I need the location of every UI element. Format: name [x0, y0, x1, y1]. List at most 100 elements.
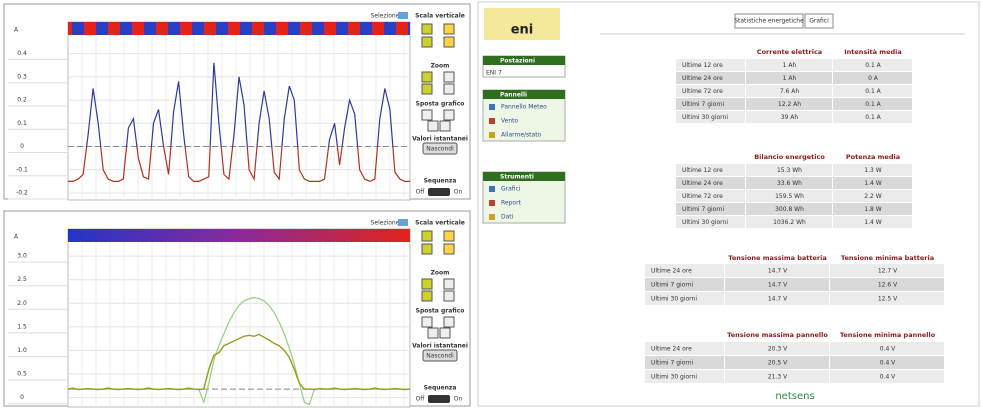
control-button[interactable] — [421, 23, 433, 35]
table-text: Ultimi 7 giorni — [682, 101, 725, 108]
table-cell — [830, 370, 944, 383]
table-cell — [833, 72, 912, 84]
table-cell — [833, 98, 912, 110]
table-text: 1036.2 Wh — [773, 219, 806, 226]
control-button[interactable] — [421, 243, 433, 255]
sidebar-item[interactable]: Allarme/stato — [501, 132, 542, 139]
sidebar-item[interactable]: Grafici — [501, 186, 521, 193]
control-button[interactable] — [443, 23, 455, 35]
control-button[interactable] — [421, 36, 433, 48]
selection-icon[interactable] — [398, 12, 408, 19]
tab[interactable] — [734, 13, 804, 29]
table-cell — [645, 370, 724, 383]
table-text: 7.6 Ah — [780, 88, 800, 95]
toggle[interactable] — [428, 188, 450, 196]
table-text: Ultime 24 ore — [682, 180, 723, 187]
control-button[interactable] — [439, 327, 451, 339]
table-cell — [833, 85, 912, 97]
table-text: Ultimi 30 giorni — [651, 374, 697, 381]
instant-label: Valori istantanei — [412, 136, 468, 143]
hide-button[interactable] — [422, 142, 458, 155]
table-text: Ultimi 7 giorni — [682, 206, 725, 213]
toggle[interactable] — [428, 395, 450, 403]
control-button[interactable] — [443, 36, 455, 48]
control-button[interactable] — [421, 71, 433, 83]
table-text: 15.3 Wh — [777, 167, 802, 174]
item-icon — [489, 118, 495, 124]
table-text: Ultimi 30 giorni — [682, 219, 728, 226]
table-header: Potenza media — [846, 153, 900, 161]
table-cell — [746, 98, 832, 110]
table-header: Tensione massima batteria — [728, 254, 827, 262]
table-text: 12.5 V — [878, 296, 898, 303]
table-cell — [645, 356, 724, 369]
table-header: Corrente elettrica — [757, 48, 822, 56]
table-text: 2.2 W — [864, 193, 881, 200]
sidebar-item[interactable]: Dati — [501, 214, 514, 221]
control-button[interactable] — [427, 120, 439, 132]
off-label: Off — [416, 189, 426, 196]
tab[interactable] — [804, 13, 834, 29]
hide-button[interactable] — [422, 349, 458, 362]
sidebar-item[interactable]: Report — [501, 200, 522, 207]
table-header: Tensione minima pannello — [840, 331, 936, 339]
table-text: 1.4 W — [864, 180, 881, 187]
control-button[interactable] — [421, 109, 433, 121]
table-cell — [645, 292, 724, 305]
vertical_scale-label: Scala verticale — [415, 220, 465, 227]
control-button[interactable] — [421, 278, 433, 290]
table-cell — [645, 264, 724, 277]
control-button[interactable] — [443, 316, 455, 328]
hide-text: Nascondi — [426, 353, 454, 360]
control-button[interactable] — [443, 290, 455, 302]
table-text: 39 Ah — [781, 114, 799, 121]
table-cell — [676, 164, 745, 176]
logo-box — [484, 8, 560, 40]
control-button[interactable] — [421, 230, 433, 242]
vertical_scale-label: Scala verticale — [415, 13, 465, 20]
table-text: 1.3 W — [864, 167, 881, 174]
table-cell — [676, 98, 745, 110]
zoom-label: Zoom — [431, 270, 450, 277]
item-icon — [489, 186, 495, 192]
item-icon — [489, 132, 495, 138]
control-button[interactable] — [443, 278, 455, 290]
control-button[interactable] — [439, 120, 451, 132]
table-text: 0.1 A — [865, 101, 881, 108]
table-text: 0.4 V — [880, 360, 896, 367]
table-cell — [746, 72, 832, 84]
item-icon — [489, 200, 495, 206]
axis-unit: A — [14, 234, 19, 241]
move-label: Sposta grafico — [416, 101, 465, 108]
sidebar-item[interactable]: Pannello Meteo — [501, 104, 547, 111]
table-text: 20.3 V — [768, 346, 788, 353]
y-tick-label: 0.4 — [17, 50, 27, 57]
zoom-label: Zoom — [431, 63, 450, 70]
table-text: Ultime 24 ore — [682, 75, 723, 82]
sidebar-item[interactable]: Vento — [501, 118, 518, 125]
sidebar-title: Postazioni — [500, 58, 535, 65]
control-button[interactable] — [443, 83, 455, 95]
move-label: Sposta grafico — [416, 308, 465, 315]
control-button[interactable] — [443, 71, 455, 83]
control-button[interactable] — [421, 316, 433, 328]
color-bar — [68, 22, 410, 35]
sidebar-title: Pannelli — [500, 92, 527, 99]
table-text: 0.1 A — [865, 114, 881, 121]
table-header: Bilancio energetico — [754, 153, 825, 161]
sidebar-header — [483, 172, 565, 181]
control-button[interactable] — [443, 243, 455, 255]
table-cell — [676, 177, 745, 189]
sidebar-header — [483, 90, 565, 99]
control-button[interactable] — [421, 83, 433, 95]
table-cell — [833, 164, 912, 176]
table-cell — [833, 216, 912, 228]
control-button[interactable] — [427, 327, 439, 339]
control-button[interactable] — [443, 230, 455, 242]
control-button[interactable] — [421, 290, 433, 302]
control-button[interactable] — [443, 109, 455, 121]
table-text: 1 Ah — [783, 62, 797, 69]
selection-icon[interactable] — [398, 219, 408, 226]
sidebar-item[interactable]: ENI 7 — [486, 70, 502, 77]
